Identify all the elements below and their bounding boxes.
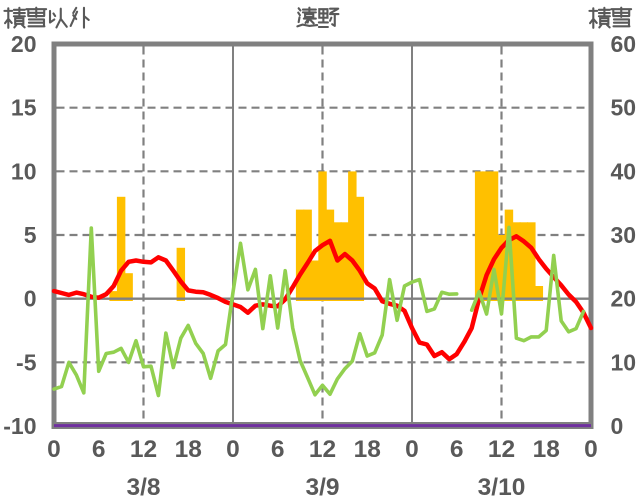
svg-text:12: 12	[130, 436, 157, 463]
svg-text:3/8: 3/8	[126, 474, 160, 501]
svg-text:0: 0	[47, 436, 61, 463]
svg-text:6: 6	[450, 436, 464, 463]
svg-text:5: 5	[24, 222, 37, 248]
svg-text:50: 50	[611, 95, 636, 121]
svg-text:18: 18	[175, 436, 202, 463]
svg-text:0: 0	[611, 413, 624, 439]
svg-text:18: 18	[354, 436, 381, 463]
svg-text:15: 15	[11, 95, 37, 121]
svg-text:3/9: 3/9	[305, 474, 339, 501]
svg-text:0: 0	[584, 436, 598, 463]
svg-text:10: 10	[11, 158, 37, 184]
svg-text:18: 18	[533, 436, 560, 463]
svg-text:10: 10	[611, 349, 636, 375]
svg-text:40: 40	[611, 158, 636, 184]
svg-text:20: 20	[11, 31, 37, 57]
svg-text:-10: -10	[3, 413, 36, 439]
svg-text:6: 6	[271, 436, 285, 463]
svg-text:3/10: 3/10	[478, 474, 526, 501]
svg-text:12: 12	[309, 436, 336, 463]
svg-text:60: 60	[611, 31, 636, 57]
svg-text:12: 12	[488, 436, 515, 463]
svg-text:30: 30	[611, 222, 636, 248]
svg-text:6: 6	[92, 436, 106, 463]
svg-text:0: 0	[226, 436, 240, 463]
svg-text:20: 20	[611, 286, 636, 312]
svg-text:0: 0	[405, 436, 419, 463]
svg-text:-5: -5	[16, 349, 37, 375]
svg-text:0: 0	[24, 286, 37, 312]
